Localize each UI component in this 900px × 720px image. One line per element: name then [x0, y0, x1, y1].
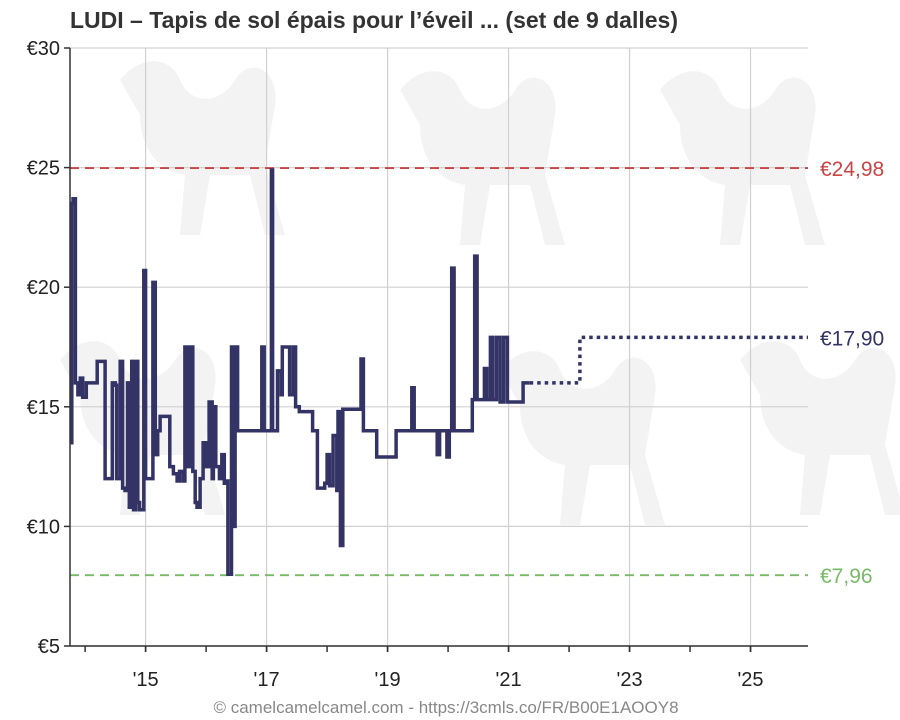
price-series-dotted: [529, 335, 808, 385]
y-tick-label: €30: [27, 38, 60, 60]
axes: [69, 48, 808, 647]
y-axis-ticks: €30 €25 €20 €15 €10 €5: [27, 38, 70, 658]
x-axis-ticks: '15 '17 '19 '21 '23 '25: [84, 646, 764, 691]
y-tick-label: €20: [27, 277, 60, 299]
x-tick-label: '23: [617, 669, 643, 691]
x-tick-label: '15: [133, 669, 159, 691]
y-tick-label: €5: [38, 636, 60, 658]
y-tick-label: €10: [27, 516, 60, 538]
chart-title: LUDI – Tapis de sol épais pour l’éveil .…: [70, 7, 678, 33]
y-tick-label: €15: [27, 397, 60, 419]
y-tick-label: €25: [27, 158, 60, 180]
highest-price-label: €24,98: [820, 158, 884, 181]
reference-lines: [70, 167, 808, 577]
x-tick-label: '25: [737, 669, 763, 691]
lowest-price-label: €7,96: [820, 565, 873, 588]
current-price-label: €17,90: [820, 327, 884, 350]
x-tick-label: '21: [496, 669, 522, 691]
price-series: [70, 168, 808, 576]
x-tick-label: '17: [254, 669, 280, 691]
x-tick-label: '19: [375, 669, 401, 691]
price-series-solid: [70, 168, 530, 576]
reference-labels: €24,98 €7,96 €17,90: [820, 158, 884, 588]
footer-credit: © camelcamelcamel.com - https://3cmls.co…: [213, 698, 678, 717]
